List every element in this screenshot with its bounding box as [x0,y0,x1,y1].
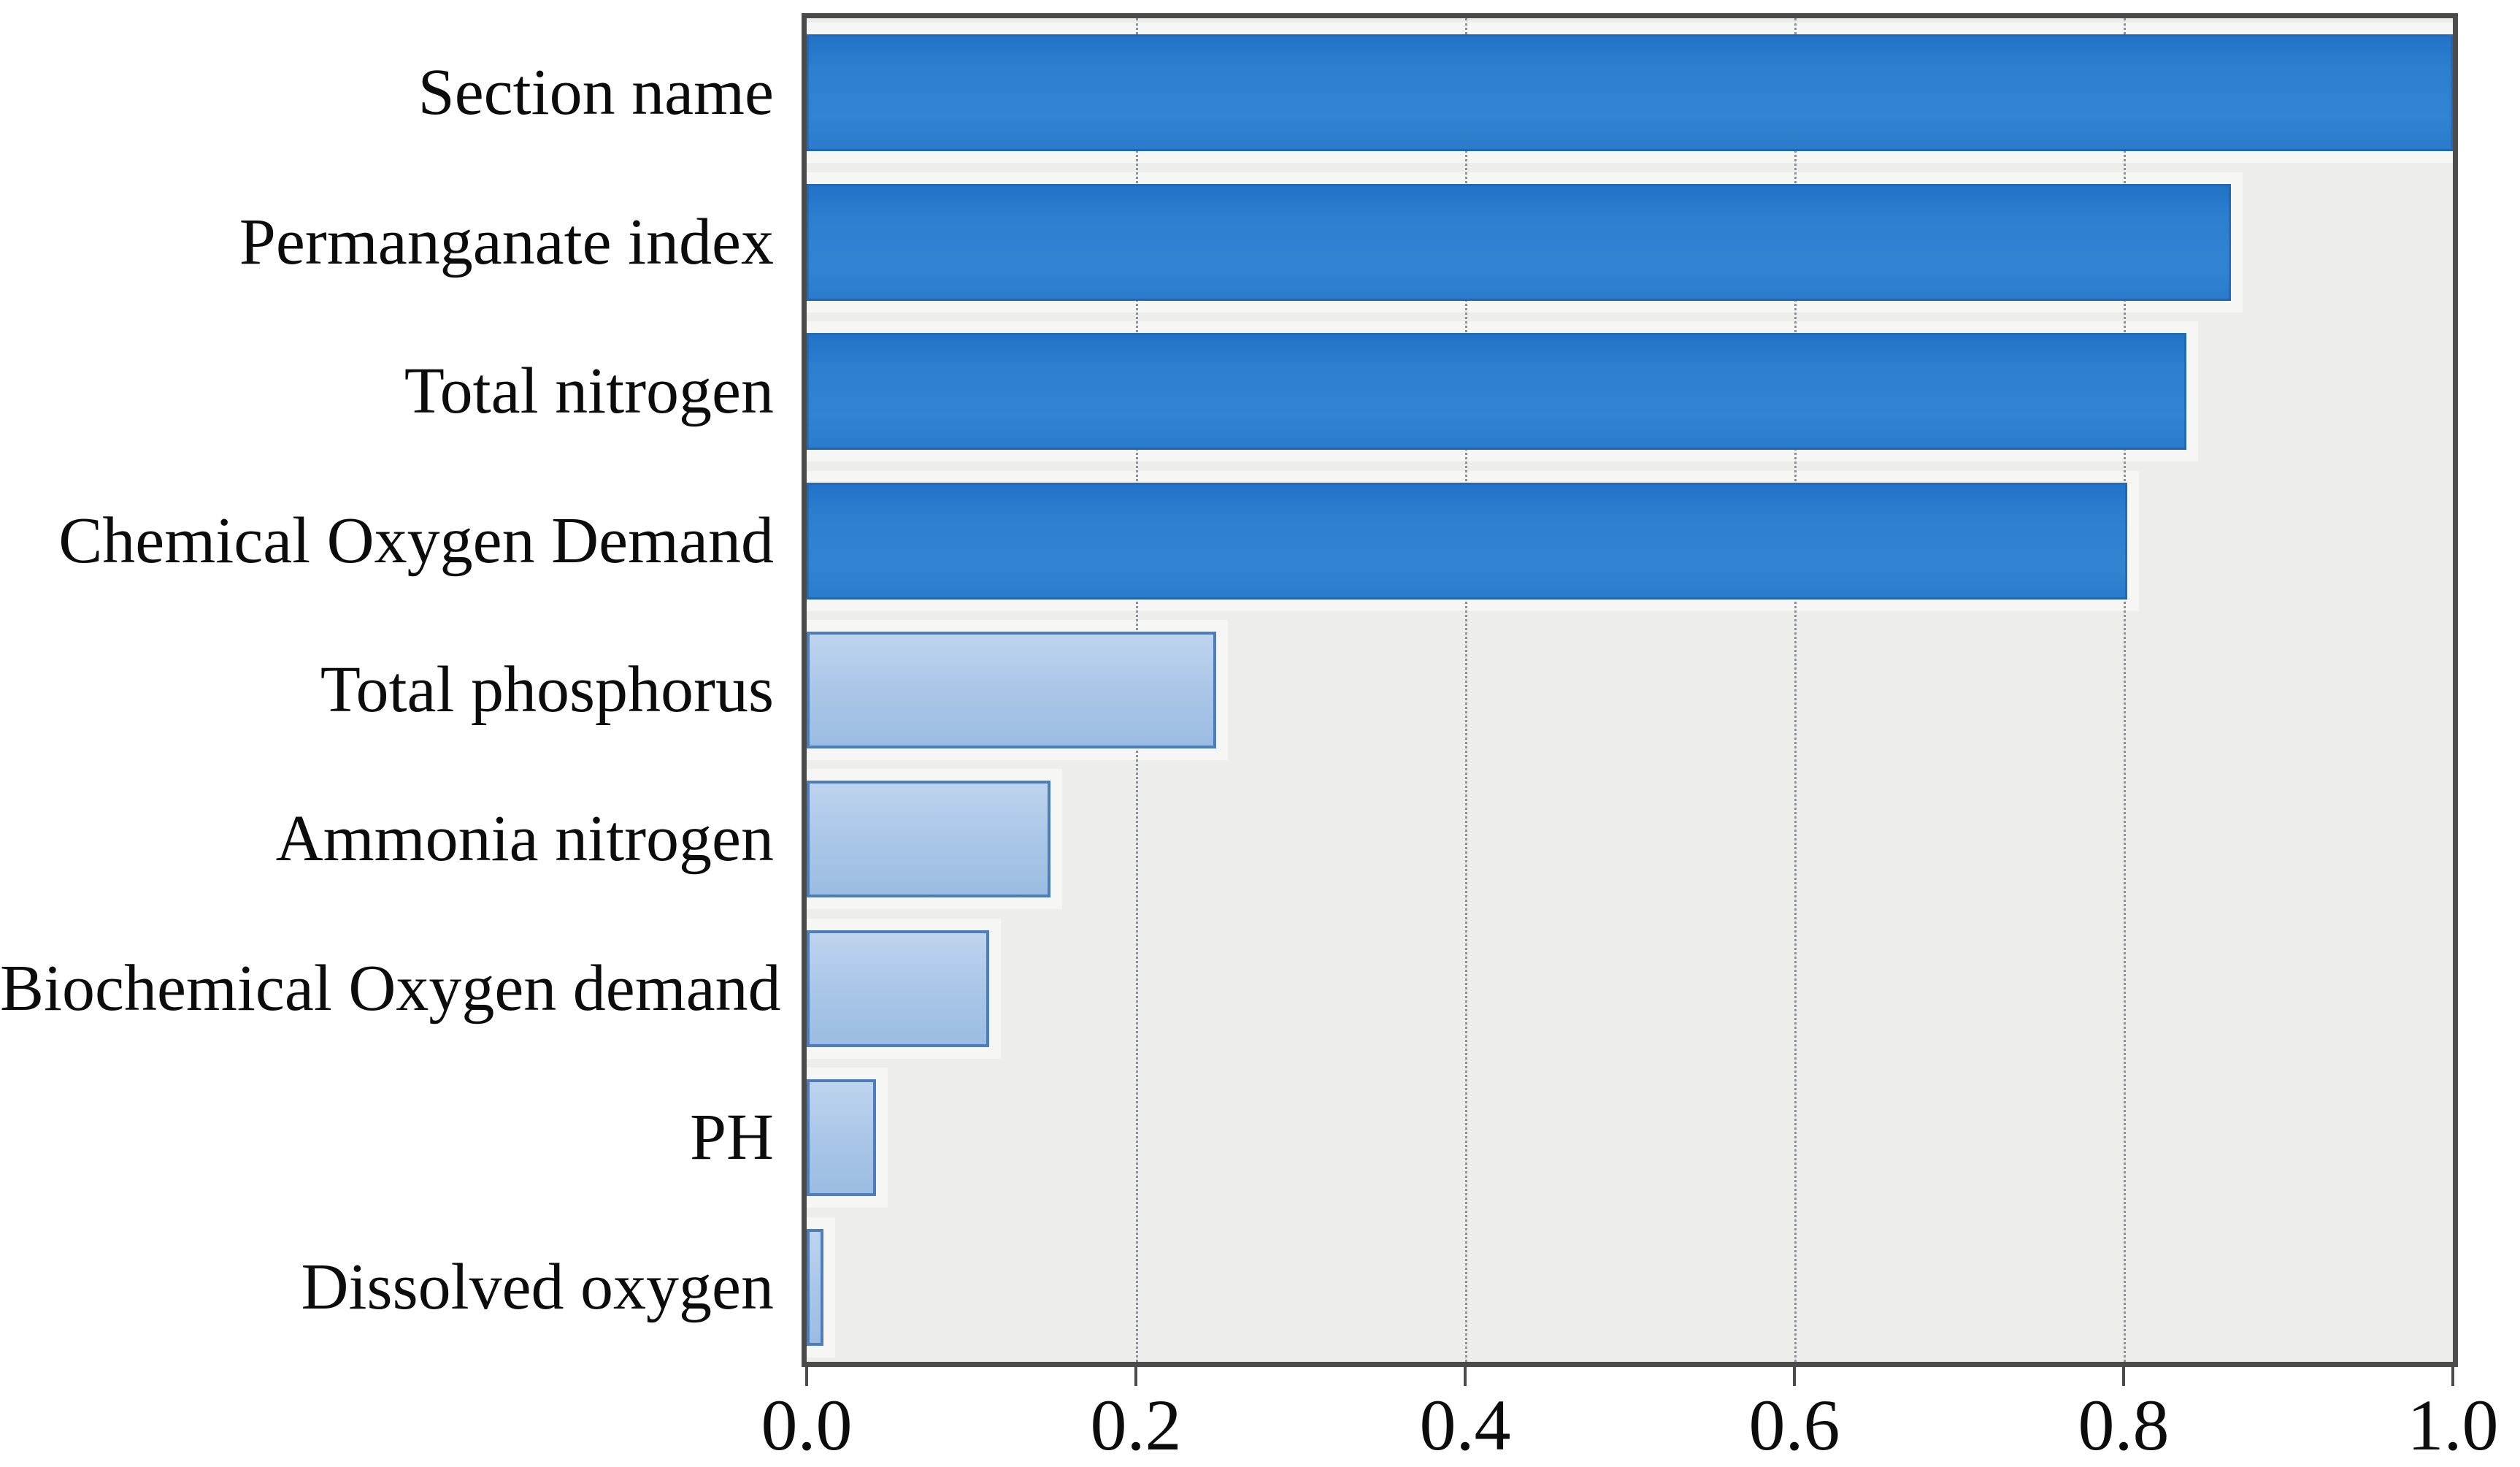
bar-ph [807,1079,876,1196]
bar-biochemical-oxygen-demand [807,930,989,1047]
x-tick-0.0 [805,1367,808,1386]
x-tick-label-0.2: 0.2 [1090,1384,1182,1466]
category-label-ph: PH [689,1101,774,1173]
category-label-section-name: Section name [418,56,774,129]
bar-ammonia-nitrogen [807,781,1050,897]
category-label-ammonia-nitrogen: Ammonia nitrogen [275,803,774,875]
grid-line-0.8 [2124,18,2126,1362]
x-tick-label-0.4: 0.4 [1419,1384,1511,1466]
x-tick-0.4 [1464,1367,1467,1386]
category-label-total-phosphorus: Total phosphorus [320,654,774,726]
category-label-total-nitrogen: Total nitrogen [404,355,774,427]
category-label-chemical-oxygen-demand: Chemical Oxygen Demand [58,505,774,577]
bar-total-nitrogen [807,333,2186,450]
x-tick-label-1.0: 1.0 [2407,1384,2499,1466]
bar-total-phosphorus [807,632,1216,748]
x-tick-0.2 [1134,1367,1137,1386]
category-label-biochemical-oxygen-demand: Biochemical Oxygen demand [0,952,781,1024]
category-label-dissolved-oxygen: Dissolved oxygen [301,1251,774,1323]
bar-section-name [807,34,2453,151]
grid-line-0.6 [1794,18,1797,1362]
x-tick-0.6 [1793,1367,1796,1386]
category-label-permanganate-index: Permanganate index [239,206,774,278]
grid-line-0.4 [1465,18,1467,1362]
bar-permanganate-index [807,184,2231,301]
bar-chemical-oxygen-demand [807,483,2127,600]
x-tick-0.8 [2122,1367,2125,1386]
bar-dissolved-oxygen [807,1229,823,1346]
x-tick-label-0.6: 0.6 [1748,1384,1840,1466]
x-tick-label-0.8: 0.8 [2078,1384,2170,1466]
x-tick-1.0 [2451,1367,2454,1386]
x-tick-label-0.0: 0.0 [761,1384,853,1466]
plot-area [802,13,2458,1367]
